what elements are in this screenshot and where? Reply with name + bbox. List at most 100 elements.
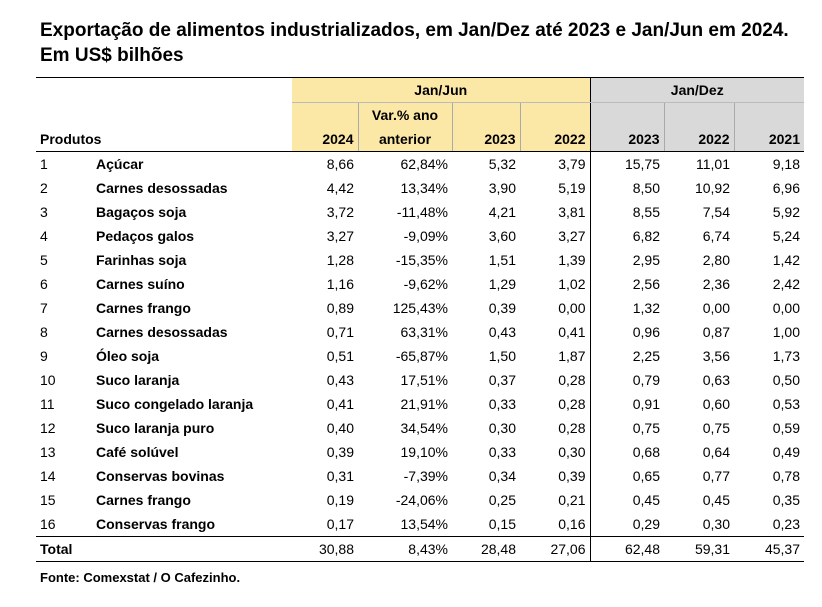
value-cell: 1,73: [772, 348, 800, 364]
value-cell: 0,45: [702, 492, 730, 508]
value-cell: 0,89: [326, 300, 354, 316]
value-cell: 0,30: [488, 420, 516, 436]
value-cell: 125,43%: [392, 300, 448, 316]
value-cell: 10,92: [694, 180, 730, 196]
product-name: Carnes suíno: [96, 276, 185, 292]
row-index: 15: [40, 492, 56, 508]
value-cell: 1,87: [558, 348, 586, 364]
value-cell: 1,39: [558, 252, 586, 268]
product-name: Farinhas soja: [96, 252, 187, 268]
total-cell: 27,06: [520, 536, 590, 562]
value-cell: 0,63: [702, 372, 730, 388]
value-cell: 34,54%: [400, 420, 448, 436]
table-row: 7 Carnes frango 0,89 125,43% 0,39 0,00 1,32 0,0…: [36, 296, 804, 320]
value-cell: 5,19: [558, 180, 586, 196]
col-header-2023-jj: 2023: [451, 127, 520, 152]
var-header-line1: Var.% ano: [357, 102, 452, 127]
table-title: Exportação de alimentos industrializados…: [40, 20, 789, 66]
table-row: 16 Conservas frango 0,17 13,54% 0,15 0,16 0,29…: [36, 512, 804, 537]
product-name: Óleo soja: [96, 348, 160, 364]
value-cell: 0,79: [589, 368, 664, 392]
product-name: Café solúvel: [96, 444, 179, 460]
value-cell: 3,79: [558, 156, 586, 172]
value-cell: 0,43: [326, 372, 354, 388]
product-name: Carnes frango: [96, 492, 191, 508]
value-cell: 1,28: [326, 252, 354, 268]
table-row: 4 Pedaços galos 3,27 -9,09% 3,60 3,27 6,82 6,74…: [36, 224, 804, 248]
value-cell: 0,39: [326, 444, 354, 460]
value-cell: 6,96: [772, 180, 800, 196]
value-cell: 1,00: [772, 324, 800, 340]
value-cell: 1,32: [589, 296, 664, 320]
value-cell: 8,50: [589, 176, 664, 200]
value-cell: 0,51: [326, 348, 354, 364]
value-cell: 0,75: [589, 416, 664, 440]
value-cell: 21,91%: [400, 396, 448, 412]
row-index: 1: [40, 156, 48, 172]
value-cell: 0,39: [488, 300, 516, 316]
table-row: 14 Conservas bovinas 0,31 -7,39% 0,34 0,39 0,6…: [36, 464, 804, 488]
value-cell: 3,81: [558, 204, 586, 220]
value-cell: 2,56: [589, 272, 664, 296]
row-index: 13: [40, 444, 56, 460]
value-cell: -9,62%: [403, 276, 448, 292]
product-name: Carnes frango: [96, 300, 191, 316]
value-cell: 13,54%: [400, 516, 448, 532]
table-body: 1 Açúcar 8,66 62,84% 5,32 3,79 15,75 11,01 9,18 2…: [36, 151, 804, 537]
value-cell: 0,50: [772, 372, 800, 388]
table-row: 6 Carnes suíno 1,16 -9,62% 1,29 1,02 2,56 2,36 2…: [36, 272, 804, 296]
value-cell: 0,28: [558, 396, 586, 412]
table-row: 13 Café solúvel 0,39 19,10% 0,33 0,30 0,68 0,64…: [36, 440, 804, 464]
value-cell: 0,53: [772, 396, 800, 412]
col-header-2024: 2024: [292, 127, 358, 152]
value-cell: 2,25: [589, 344, 664, 368]
value-cell: 0,91: [589, 392, 664, 416]
table-row: 8 Carnes desossadas 0,71 63,31% 0,43 0,41 0,96…: [36, 320, 804, 344]
value-cell: 1,16: [326, 276, 354, 292]
value-cell: 0,65: [589, 464, 664, 488]
row-index: 8: [40, 324, 48, 340]
row-index: 11: [40, 396, 55, 412]
table-row: 3 Bagaços soja 3,72 -11,48% 4,21 3,81 8,55 7,54…: [36, 200, 804, 224]
value-cell: 0,39: [558, 468, 586, 484]
value-cell: 0,59: [772, 420, 800, 436]
value-cell: 0,19: [326, 492, 354, 508]
produtos-header: Produtos: [36, 127, 292, 152]
product-name: Suco laranja puro: [96, 420, 215, 436]
export-table: Jan/Jun Jan/Dez Var.% ano Produtos 2024 …: [36, 77, 804, 562]
value-cell: 1,50: [488, 348, 516, 364]
value-cell: 3,72: [326, 204, 354, 220]
product-name: Açúcar: [96, 156, 144, 172]
value-cell: 3,90: [488, 180, 516, 196]
value-cell: 1,29: [488, 276, 516, 292]
value-cell: 17,51%: [400, 372, 448, 388]
value-cell: 0,77: [702, 468, 730, 484]
col-header-2023-jd: 2023: [589, 127, 664, 152]
source-footer: Fonte: Comexstat / O Cafezinho.: [40, 570, 241, 585]
value-cell: 1,02: [558, 276, 586, 292]
table-row: 9 Óleo soja 0,51 -65,87% 1,50 1,87 2,25 3,56 1,7…: [36, 344, 804, 368]
table-row: 1 Açúcar 8,66 62,84% 5,32 3,79 15,75 11,01 9,18: [36, 151, 804, 176]
group-header-jan-jun: Jan/Jun: [292, 77, 590, 103]
group-header-jan-dez: Jan/Dez: [589, 77, 804, 103]
value-cell: 0,40: [326, 420, 354, 436]
value-cell: 0,78: [772, 468, 800, 484]
value-cell: 0,17: [326, 516, 354, 532]
product-name: Conservas frango: [96, 516, 216, 532]
value-cell: 0,30: [702, 516, 730, 532]
value-cell: 5,32: [488, 156, 516, 172]
value-cell: -15,35%: [395, 252, 448, 268]
value-cell: 0,43: [488, 324, 516, 340]
product-name: Carnes desossadas: [96, 324, 228, 340]
value-cell: 5,24: [772, 228, 800, 244]
value-cell: -11,48%: [396, 204, 448, 220]
value-cell: 0,64: [702, 444, 730, 460]
value-cell: 0,45: [589, 488, 664, 512]
table-row: 15 Carnes frango 0,19 -24,06% 0,25 0,21 0,45 0,…: [36, 488, 804, 512]
table-row: 5 Farinhas soja 1,28 -15,35% 1,51 1,39 2,95 2,8…: [36, 248, 804, 272]
col-header-2021-jd: 2021: [733, 127, 804, 152]
value-cell: 0,31: [326, 468, 354, 484]
value-cell: 0,60: [702, 396, 730, 412]
value-cell: -9,09%: [403, 228, 448, 244]
col-header-2022-jj: 2022: [519, 127, 590, 152]
